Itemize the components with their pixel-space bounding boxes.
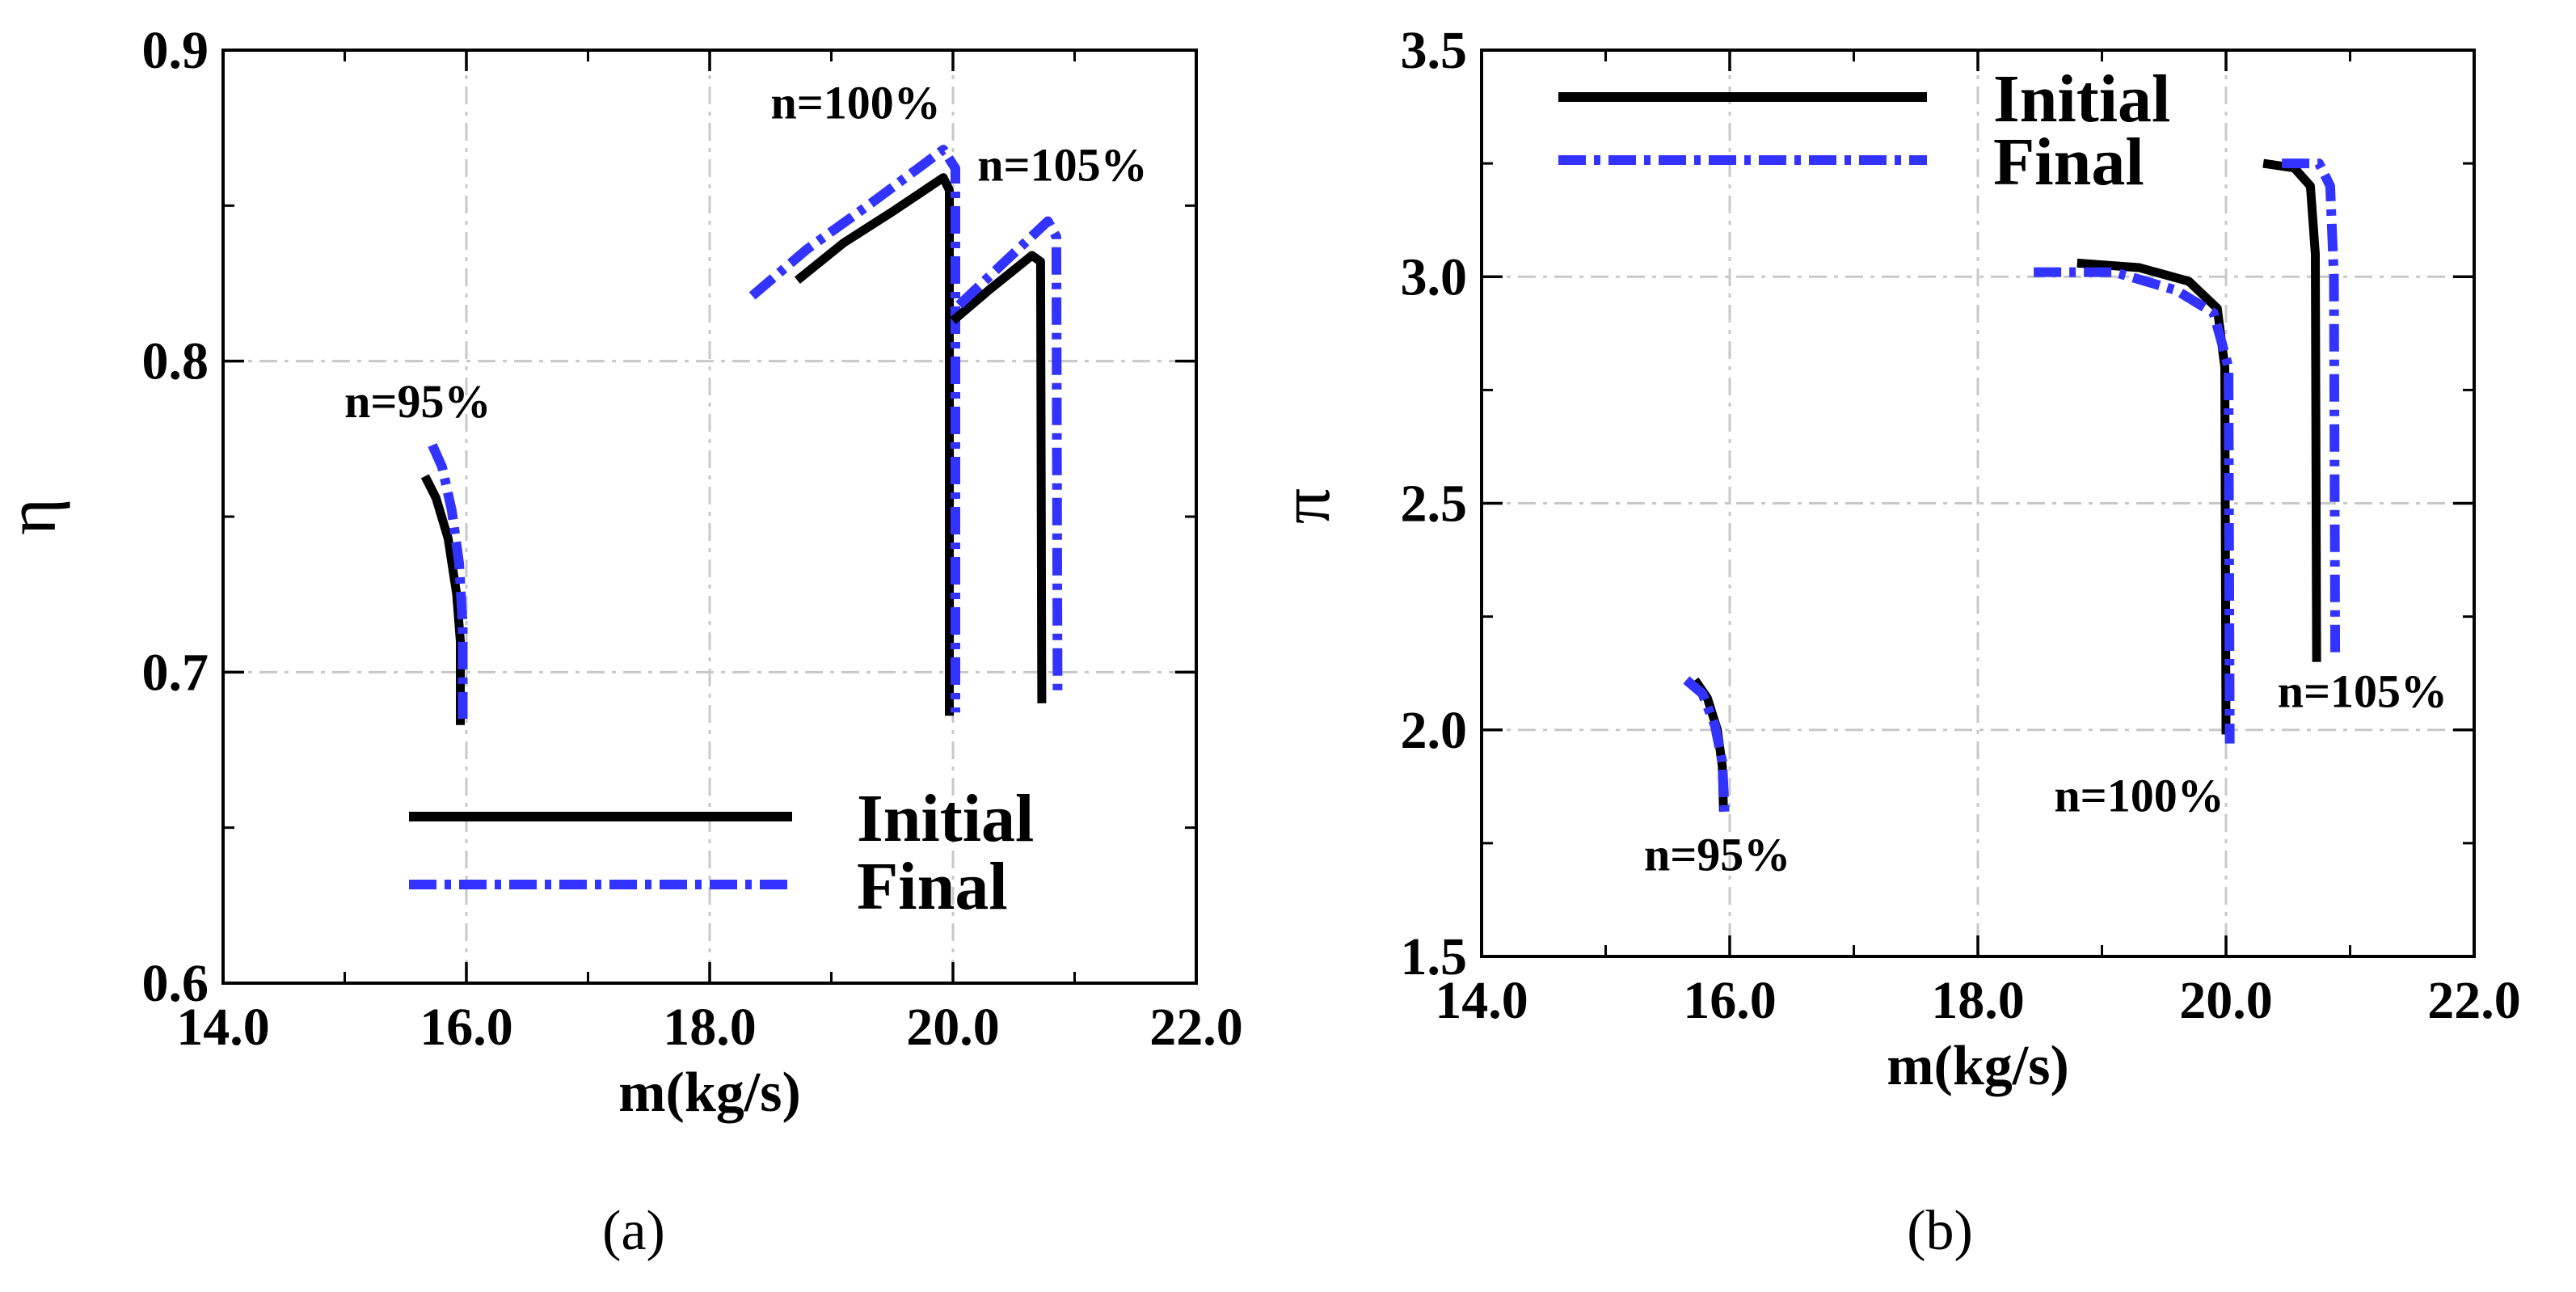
y-tick-label: 3.0 [1401, 247, 1468, 306]
x-tick-label: 18.0 [663, 998, 757, 1057]
y-tick-label: 2.5 [1401, 475, 1468, 534]
chart-panel-a: 14.0 16.0 18.0 20.0 22.0 0.6 0.7 0.8 0.9 m(kg/s) η… [0, 21, 1243, 1262]
series-initial-105pct [950, 251, 1047, 703]
series-final-105pct [955, 216, 1063, 695]
speed-annotation: n=100% [2054, 770, 2224, 822]
x-tick-label: 20.0 [906, 998, 1000, 1057]
panel-label: (a) [602, 1200, 665, 1262]
y-tick-label: 3.5 [1401, 21, 1468, 80]
y-axis-label: η [0, 498, 71, 535]
x-tick-label: 18.0 [1931, 971, 2025, 1030]
legend-label-initial: Initial [1993, 61, 2170, 137]
series-final-100pct [2034, 267, 2235, 744]
panel-label: (b) [1907, 1200, 1973, 1262]
x-tick-label: 22.0 [2427, 971, 2521, 1030]
series-final-105pct [2282, 158, 2341, 658]
series-final-95pct [1683, 676, 1730, 817]
y-tick-label: 0.8 [142, 332, 209, 391]
series-initial-100pct [794, 173, 954, 716]
legend-label-final: Final [1993, 125, 2144, 200]
x-tick-label: 16.0 [1683, 971, 1777, 1030]
x-tick-label: 20.0 [2179, 971, 2273, 1030]
x-tick-label: 14.0 [1435, 971, 1528, 1030]
legend-label-final: Final [857, 849, 1008, 924]
speed-annotation: n=105% [2278, 665, 2447, 718]
x-tick-label: 14.0 [176, 998, 270, 1057]
x-tick-label: 16.0 [419, 998, 513, 1057]
y-tick-label: 0.6 [142, 954, 209, 1013]
y-tick-label: 0.7 [142, 643, 209, 702]
y-tick-label: 0.9 [142, 21, 209, 80]
legend-label-initial: Initial [857, 781, 1034, 856]
plot-frame [1480, 49, 2476, 958]
series-final-95pct [428, 443, 468, 719]
series-final-100pct [748, 145, 960, 713]
x-axis-label: m(kg/s) [1887, 1035, 2069, 1097]
plot-frame [221, 49, 1198, 985]
speed-annotation: n=100% [770, 77, 940, 129]
x-tick-label: 22.0 [1149, 998, 1243, 1057]
x-axis-label: m(kg/s) [618, 1062, 801, 1124]
y-tick-label: 2.0 [1401, 701, 1468, 760]
y-tick-label: 1.5 [1401, 927, 1468, 986]
chart-panel-b: 14.0 16.0 18.0 20.0 22.0 1.5 2.0 2.5 3.0 3.5 m(kg/… [1267, 21, 2521, 1262]
y-axis-label: π [1267, 488, 1345, 524]
speed-annotation: n=95% [1644, 829, 1790, 881]
speed-annotation: n=95% [344, 375, 491, 428]
speed-annotation: n=105% [977, 139, 1147, 192]
